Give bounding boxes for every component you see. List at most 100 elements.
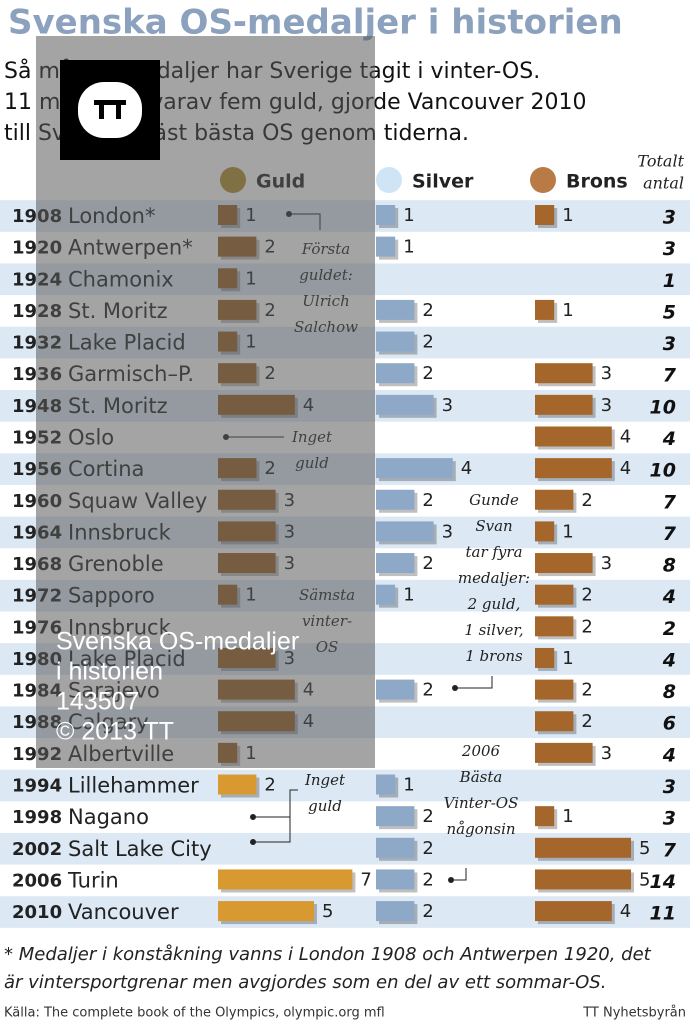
bar — [535, 205, 555, 225]
bar — [535, 489, 574, 510]
annotation: 2 guld, — [467, 595, 521, 613]
bar — [376, 236, 396, 257]
bar — [535, 363, 593, 384]
value-label: 2 — [422, 300, 433, 321]
logo-shape — [116, 105, 121, 119]
value-label: 2 — [422, 680, 433, 701]
value-label: 2 — [422, 332, 433, 353]
value-label: 1 — [403, 205, 414, 226]
total-header: antal — [643, 174, 684, 193]
bar — [535, 426, 612, 447]
chart-title: Svenska OS-medaljer i historien — [8, 3, 623, 43]
value-label: 2 — [422, 838, 433, 859]
total-label: 11 — [650, 903, 676, 925]
bar — [376, 869, 415, 890]
annotation: 1 silver, — [464, 621, 523, 639]
leader-dot — [250, 814, 256, 820]
logo-shape — [99, 105, 104, 119]
city-label: Lillehammer — [68, 774, 199, 798]
bar — [218, 869, 353, 890]
value-label: 1 — [562, 806, 573, 827]
city-label: Salt Lake City — [68, 837, 212, 861]
bar — [535, 679, 574, 700]
total-label: 2 — [663, 618, 676, 640]
annotation: tar fyra — [465, 543, 522, 561]
annotation: Vinter-OS — [444, 794, 519, 812]
year-label: 2006 — [12, 870, 62, 891]
year-label: 1998 — [12, 807, 62, 828]
total-label: 6 — [663, 713, 676, 735]
legend-label: Silver — [412, 171, 474, 193]
total-label: 3 — [663, 238, 676, 260]
bar — [376, 489, 415, 510]
value-label: 2 — [422, 869, 433, 890]
value-label: 1 — [403, 775, 414, 796]
leader-line — [451, 868, 467, 881]
total-label: 8 — [663, 681, 676, 703]
total-label: 3 — [663, 207, 676, 229]
total-label: 1 — [663, 270, 676, 292]
total-label: 7 — [663, 523, 677, 545]
total-label: 3 — [663, 333, 676, 355]
total-label: 4 — [662, 428, 676, 450]
leader-line — [455, 676, 493, 689]
leader-dot — [452, 685, 458, 691]
value-label: 2 — [581, 585, 592, 606]
value-label: 4 — [620, 901, 631, 922]
watermark-text: Svenska OS-medaljer — [56, 628, 299, 656]
total-label: 8 — [663, 555, 676, 577]
value-label: 1 — [562, 300, 573, 321]
bar — [376, 394, 434, 415]
bar — [376, 679, 415, 700]
total-label: 3 — [663, 776, 676, 798]
annotation: 2006 — [461, 742, 501, 760]
bar — [376, 363, 415, 384]
legend-marker — [376, 167, 402, 193]
bar — [535, 647, 555, 668]
year-label: 2010 — [12, 902, 62, 923]
bar — [376, 331, 415, 352]
bar — [535, 806, 555, 827]
footnote: * Medaljer i konståkning vanns i London … — [4, 944, 652, 965]
total-label: 3 — [663, 808, 676, 830]
value-label: 1 — [562, 648, 573, 669]
value-label: 5 — [639, 869, 650, 890]
bar — [376, 299, 415, 320]
bar — [535, 394, 593, 415]
row-band — [0, 769, 690, 802]
value-label: 3 — [601, 395, 612, 416]
total-label: 7 — [663, 839, 677, 861]
bar — [218, 774, 257, 795]
leader-line — [253, 789, 298, 818]
annotation: Gunde — [469, 491, 519, 509]
value-label: 5 — [639, 838, 650, 859]
year-label: 2002 — [12, 839, 62, 860]
annotation: Svan — [475, 517, 512, 535]
value-label: 1 — [403, 585, 414, 606]
bar — [376, 584, 396, 605]
bar — [535, 521, 555, 542]
total-label: 4 — [662, 649, 676, 671]
bar — [218, 901, 314, 922]
bar — [376, 774, 396, 795]
bar — [535, 616, 574, 637]
bar — [535, 711, 574, 732]
bar — [535, 869, 631, 890]
value-label: 3 — [601, 553, 612, 574]
city-label: Nagano — [68, 805, 149, 829]
bar — [535, 742, 593, 763]
total-label: 10 — [650, 396, 676, 418]
bar — [376, 806, 415, 827]
total-header: Totalt — [637, 152, 684, 171]
bar — [376, 553, 415, 574]
value-label: 2 — [581, 490, 592, 511]
legend-marker — [530, 167, 556, 193]
watermark-text: 143507 — [56, 688, 139, 716]
value-label: 4 — [620, 458, 631, 479]
bar — [376, 901, 415, 922]
bar — [535, 837, 631, 858]
value-label: 1 — [403, 237, 414, 258]
annotation: medaljer: — [458, 569, 530, 587]
value-label: 2 — [264, 775, 275, 796]
